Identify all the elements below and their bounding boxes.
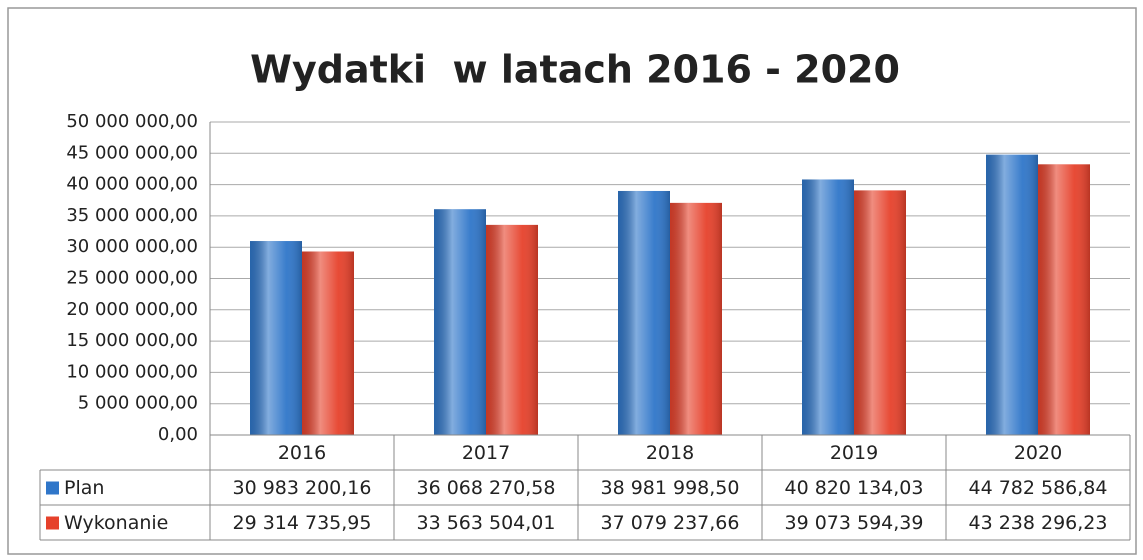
chart-frame	[7, 7, 1137, 555]
bar-shading	[986, 154, 1038, 435]
bar-shading	[854, 190, 906, 435]
x-tick-label: 2018	[646, 442, 694, 464]
bar-shading	[618, 190, 670, 435]
table-value: 29 314 735,95	[232, 512, 371, 534]
y-tick-label: 25 000 000,00	[66, 268, 198, 289]
table-value: 40 820 134,03	[784, 477, 923, 499]
legend-key	[46, 481, 59, 495]
y-tick-label: 20 000 000,00	[66, 299, 198, 320]
legend-label: Wykonanie	[64, 512, 168, 534]
x-tick-label: 2020	[1014, 442, 1062, 464]
bar-shading	[670, 202, 722, 435]
table-value: 36 068 270,58	[416, 477, 555, 499]
y-tick-label: 5 000 000,00	[78, 393, 198, 414]
x-tick-label: 2017	[462, 442, 510, 464]
bar-shading	[802, 179, 854, 435]
y-tick-label: 50 000 000,00	[66, 111, 198, 132]
bar-shading	[434, 209, 486, 435]
bar-shading	[1038, 164, 1090, 436]
y-tick-label: 35 000 000,00	[66, 205, 198, 226]
bar-shading	[250, 241, 302, 435]
y-tick-label: 45 000 000,00	[66, 142, 198, 163]
table-value: 39 073 594,39	[784, 512, 923, 534]
y-tick-label: 0,00	[158, 424, 198, 445]
table-value: 43 238 296,23	[968, 512, 1107, 534]
table-value: 38 981 998,50	[600, 477, 739, 499]
x-tick-label: 2019	[830, 442, 878, 464]
bar-shading	[486, 224, 538, 435]
table-value: 44 782 586,84	[968, 477, 1107, 499]
y-tick-label: 15 000 000,00	[66, 330, 198, 351]
table-value: 33 563 504,01	[416, 512, 555, 534]
x-tick-label: 2016	[278, 442, 326, 464]
y-tick-label: 10 000 000,00	[66, 361, 198, 382]
y-tick-label: 30 000 000,00	[66, 236, 198, 257]
legend-key	[46, 516, 59, 530]
table-value: 37 079 237,66	[600, 512, 739, 534]
legend-label: Plan	[64, 477, 104, 499]
chart-title: Wydatki w latach 2016 - 2020	[250, 48, 900, 92]
y-tick-label: 40 000 000,00	[66, 174, 198, 195]
bar-shading	[302, 251, 354, 435]
table-value: 30 983 200,16	[232, 477, 371, 499]
